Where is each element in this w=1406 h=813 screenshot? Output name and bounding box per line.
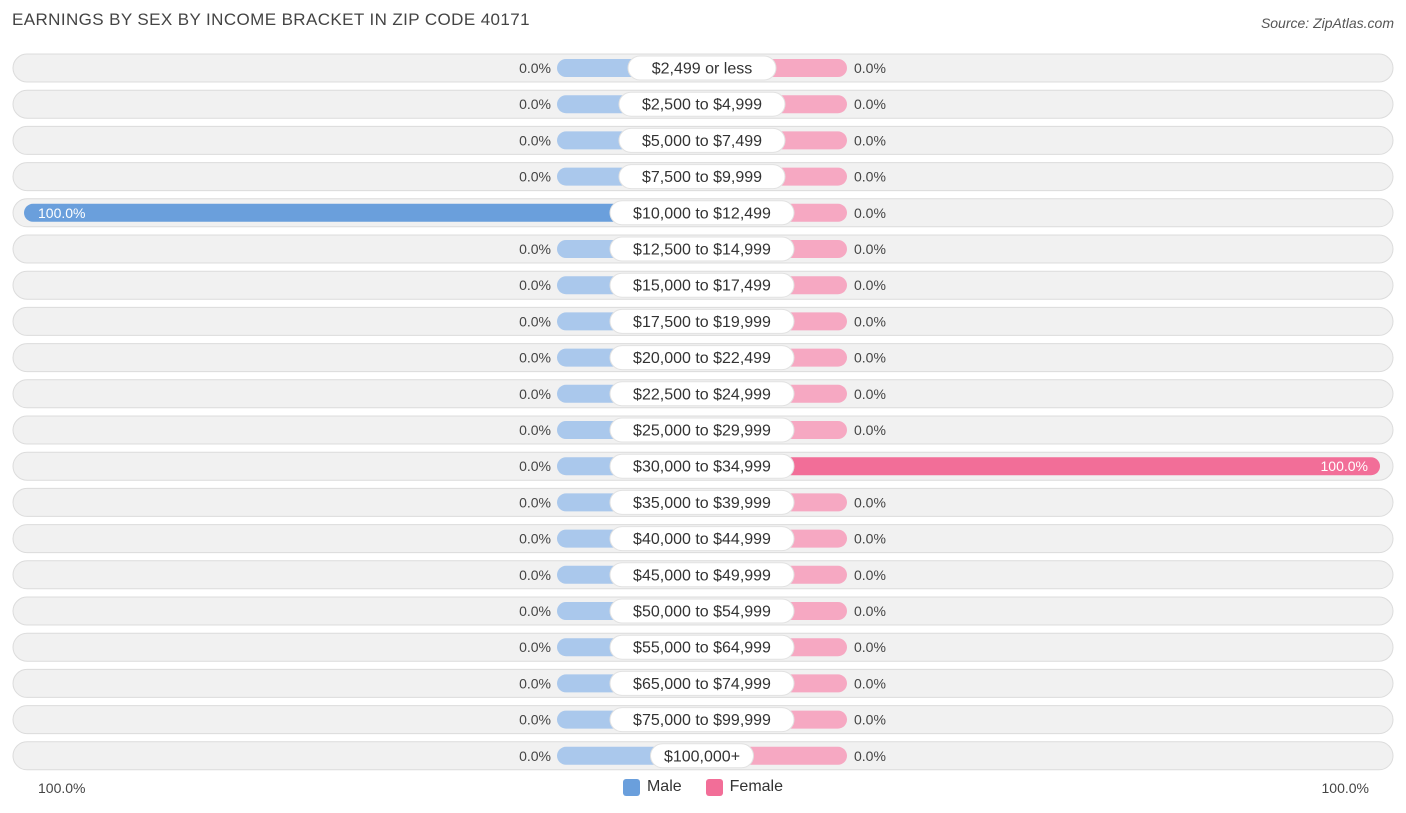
legend-item-female[interactable]: Female [705, 778, 784, 796]
legend-item-male[interactable]: Male [622, 778, 682, 796]
category-label: $65,000 to $74,999 [633, 676, 771, 693]
category-label: $75,000 to $99,999 [633, 712, 771, 729]
male-value-label: 0.0% [519, 675, 551, 691]
female-value-label: 0.0% [854, 712, 886, 728]
female-value-label: 0.0% [854, 748, 886, 764]
legend-label-male: Male [646, 778, 682, 795]
female-value-label: 0.0% [854, 603, 886, 619]
category-label: $100,000+ [664, 748, 740, 765]
category-label: $12,500 to $14,999 [633, 242, 771, 259]
male-value-label: 0.0% [519, 458, 551, 474]
female-value-label: 0.0% [854, 241, 886, 257]
male-value-label: 0.0% [519, 350, 551, 366]
female-value-label: 0.0% [854, 531, 886, 547]
category-pill [609, 562, 795, 588]
axis-left-label: 100.0% [38, 780, 86, 796]
category-pill [609, 381, 795, 407]
category-pill [609, 489, 795, 515]
female-value-label: 0.0% [854, 60, 886, 76]
female-value-label: 0.0% [854, 132, 886, 148]
male-value-label: 0.0% [519, 241, 551, 257]
chart-title: EARNINGS BY SEX BY INCOME BRACKET IN ZIP… [12, 10, 530, 29]
category-pill [609, 634, 795, 660]
male-value-label: 0.0% [519, 313, 551, 329]
category-pill [618, 91, 786, 117]
category-label: $50,000 to $54,999 [633, 604, 771, 621]
category-label: $40,000 to $44,999 [633, 531, 771, 548]
male-value-label: 0.0% [519, 169, 551, 185]
female-value-label: 0.0% [854, 675, 886, 691]
female-value-label: 0.0% [854, 386, 886, 402]
category-pill [609, 345, 795, 371]
female-value-label: 0.0% [854, 567, 886, 583]
category-label: $17,500 to $19,999 [633, 314, 771, 331]
male-bar [24, 203, 702, 222]
category-pill [609, 526, 795, 552]
category-pill [627, 55, 777, 81]
legend-swatch-male [622, 778, 640, 796]
male-value-label: 100.0% [38, 205, 85, 221]
category-label: $22,500 to $24,999 [633, 386, 771, 403]
category-pill [609, 200, 795, 226]
male-value-label: 0.0% [519, 60, 551, 76]
category-label: $10,000 to $12,499 [633, 205, 771, 222]
category-pill [609, 308, 795, 334]
category-pill [618, 164, 786, 190]
female-value-label: 0.0% [854, 313, 886, 329]
female-bar [702, 457, 1380, 476]
female-value-label: 0.0% [854, 96, 886, 112]
category-label: $55,000 to $64,999 [633, 640, 771, 657]
category-pill [609, 453, 795, 479]
female-value-label: 0.0% [854, 205, 886, 221]
category-label: $30,000 to $34,999 [633, 459, 771, 476]
male-value-label: 0.0% [519, 277, 551, 293]
male-value-label: 0.0% [519, 603, 551, 619]
female-value-label: 0.0% [854, 169, 886, 185]
category-pill [609, 707, 795, 733]
male-value-label: 0.0% [519, 748, 551, 764]
category-label: $15,000 to $17,499 [633, 278, 771, 295]
male-value-label: 0.0% [519, 96, 551, 112]
category-pill [609, 598, 795, 624]
category-pill [609, 417, 795, 443]
category-pill [618, 127, 786, 153]
male-value-label: 0.0% [519, 639, 551, 655]
male-value-label: 0.0% [519, 531, 551, 547]
legend-swatch-female [705, 778, 723, 796]
category-pill [609, 236, 795, 262]
category-label: $2,499 or less [652, 61, 753, 78]
legend: Male Female [0, 778, 1406, 796]
female-value-label: 0.0% [854, 494, 886, 510]
category-pill [609, 670, 795, 696]
category-label: $35,000 to $39,999 [633, 495, 771, 512]
category-label: $25,000 to $29,999 [633, 423, 771, 440]
category-pill [650, 743, 754, 769]
female-value-label: 0.0% [854, 277, 886, 293]
male-value-label: 0.0% [519, 712, 551, 728]
source-label: Source: ZipAtlas.com [1260, 15, 1394, 31]
category-pill [609, 272, 795, 298]
male-value-label: 0.0% [519, 132, 551, 148]
chart-area: 0.0% 0.0% $2,499 or less 0.0% 0.0% $2,500 to … [12, 53, 1394, 771]
male-value-label: 0.0% [519, 494, 551, 510]
female-value-label: 0.0% [854, 639, 886, 655]
female-value-label: 100.0% [1321, 458, 1368, 474]
female-value-label: 0.0% [854, 350, 886, 366]
female-value-label: 0.0% [854, 422, 886, 438]
male-value-label: 0.0% [519, 386, 551, 402]
axis-right-label: 100.0% [1321, 780, 1369, 796]
male-value-label: 0.0% [519, 567, 551, 583]
legend-label-female: Female [729, 778, 784, 795]
category-label: $7,500 to $9,999 [642, 169, 762, 186]
category-label: $2,500 to $4,999 [642, 97, 762, 114]
male-value-label: 0.0% [519, 422, 551, 438]
category-label: $20,000 to $22,499 [633, 350, 771, 367]
category-label: $45,000 to $49,999 [633, 567, 771, 584]
category-label: $5,000 to $7,499 [642, 133, 762, 150]
